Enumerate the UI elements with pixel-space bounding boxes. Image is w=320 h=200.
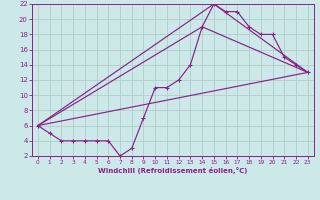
X-axis label: Windchill (Refroidissement éolien,°C): Windchill (Refroidissement éolien,°C) [98,167,247,174]
